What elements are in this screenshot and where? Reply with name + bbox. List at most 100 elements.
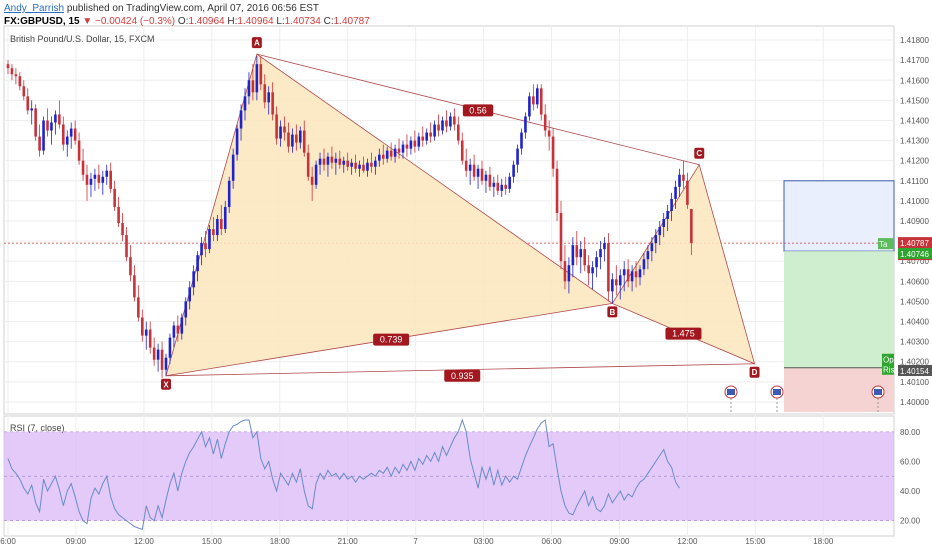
candle-body xyxy=(306,152,310,177)
candle-body xyxy=(528,96,531,117)
candle-body xyxy=(38,136,41,151)
y-tick-label: 1.40500 xyxy=(900,297,929,306)
candle-body xyxy=(492,182,496,187)
candle-body xyxy=(113,188,116,207)
flag-field-icon xyxy=(727,389,735,395)
candle-body xyxy=(575,245,579,258)
change-arrow-icon: ▼ xyxy=(82,16,93,27)
candle-body xyxy=(401,144,405,153)
candle-body xyxy=(354,162,357,169)
candle-body xyxy=(267,92,270,103)
candle-body xyxy=(658,227,662,236)
candle-body xyxy=(662,218,665,228)
candle-body xyxy=(381,154,385,159)
candle-body xyxy=(567,265,571,282)
candle-body xyxy=(196,255,199,272)
ratio-label: 0.739 xyxy=(380,335,403,345)
candle-body xyxy=(496,182,500,191)
candle-body xyxy=(133,275,136,298)
candle-body xyxy=(200,243,203,256)
candle-body xyxy=(212,229,215,236)
candle-body xyxy=(255,64,259,93)
y-tick-label: 1.41600 xyxy=(900,76,929,85)
candle-body xyxy=(81,160,85,175)
candle-body xyxy=(378,154,381,161)
candle-body xyxy=(239,110,243,129)
candle-body xyxy=(358,164,361,169)
candle-body xyxy=(137,297,140,318)
change-value: −0.00424 (−0.3%) xyxy=(95,16,176,27)
x-tick-label: 09:00 xyxy=(609,537,630,546)
candle-body xyxy=(460,140,464,161)
candle-body xyxy=(626,269,630,282)
candle-body xyxy=(409,140,413,149)
candle-body xyxy=(555,168,559,213)
publish-line: Andy_Parrish published on TradingView.co… xyxy=(4,3,319,14)
position-zones xyxy=(4,180,895,412)
x-tick-label: 7 xyxy=(413,537,418,546)
y-tick-label: 1.40700 xyxy=(900,257,929,266)
candle-body xyxy=(433,124,436,137)
position-tag-label: Op xyxy=(883,356,894,365)
y-tick-label: 1.41800 xyxy=(900,36,929,45)
candle-body xyxy=(223,206,227,230)
candle-body xyxy=(370,162,373,167)
pattern-point-label: A xyxy=(254,39,260,48)
candle-body xyxy=(168,337,172,358)
candle-body xyxy=(192,271,195,288)
rsi-title: RSI (7, close) xyxy=(10,423,65,433)
publish-info: published on TradingView.com, April 07, … xyxy=(66,3,320,14)
position-tag-badge xyxy=(878,238,894,250)
candle-body xyxy=(646,251,650,260)
pattern-point-label: X xyxy=(163,380,169,389)
candle-body xyxy=(156,349,160,360)
candle-body xyxy=(283,126,286,133)
y-tick-label: 1.40400 xyxy=(900,318,929,327)
y-tick-label: 1.40200 xyxy=(900,358,929,367)
candle-body xyxy=(389,150,393,157)
candle-body xyxy=(457,124,460,141)
candle-body xyxy=(678,174,681,187)
low-value: 1.40734 xyxy=(284,16,321,27)
y-tick-label: 1.41000 xyxy=(900,197,929,206)
y-tick-label: 1.41500 xyxy=(900,96,929,105)
candle-body xyxy=(366,162,369,171)
author-link[interactable]: Andy_Parrish xyxy=(4,3,65,14)
ratio-label: 1.475 xyxy=(672,329,695,339)
x-tick-label: 12:00 xyxy=(134,537,155,546)
candle-body xyxy=(385,150,389,159)
candle-body xyxy=(330,156,334,163)
chart-title: British Pound/U.S. Dollar, 15, FXCM xyxy=(10,34,155,44)
candle-body xyxy=(172,325,176,338)
candle-body xyxy=(235,128,239,155)
open-label: O: xyxy=(177,16,189,27)
candle-body xyxy=(10,68,14,75)
candle-body xyxy=(227,180,231,207)
candle-body xyxy=(216,218,219,236)
candle-body xyxy=(611,279,614,292)
price-axis-label: 1.40154 xyxy=(900,367,929,376)
y-tick-label: 1.41300 xyxy=(900,137,929,146)
candle-body xyxy=(536,88,539,105)
ratio-badge xyxy=(462,104,494,117)
close-value: 1.40787 xyxy=(333,16,370,27)
candle-body xyxy=(279,126,282,139)
candle-body xyxy=(397,148,401,153)
candle-body xyxy=(650,243,654,252)
rsi-panel xyxy=(4,418,894,531)
candle-body xyxy=(251,80,255,93)
pattern-point-label: D xyxy=(752,368,758,377)
pattern-point-badge xyxy=(694,147,705,159)
candle-body xyxy=(22,86,26,97)
candle-body xyxy=(686,180,689,205)
candle-body xyxy=(58,114,61,125)
candle-body xyxy=(583,249,586,266)
candle-body xyxy=(618,275,622,286)
candle-body xyxy=(105,170,109,177)
candle-body xyxy=(622,269,626,276)
candle-body xyxy=(543,114,547,131)
candle-body xyxy=(346,160,349,167)
position-tag-label: Risk xyxy=(883,366,900,375)
candle-body xyxy=(468,164,472,171)
candle-body xyxy=(571,245,575,266)
